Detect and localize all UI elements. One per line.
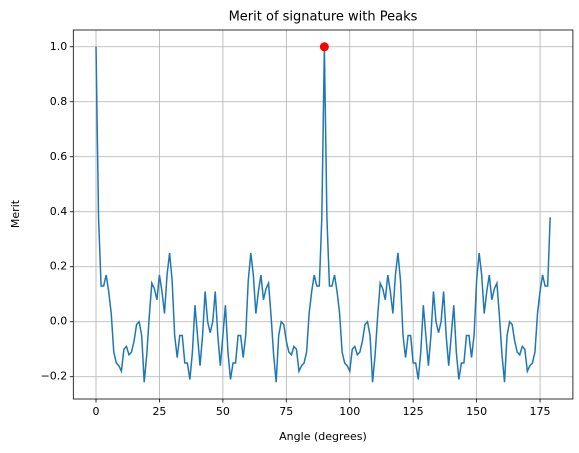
peak-marker — [319, 42, 329, 52]
x-tick-label: 75 — [279, 405, 293, 418]
y-tick-label: 0.0 — [50, 315, 68, 328]
y-tick-label: 0.8 — [50, 95, 68, 108]
y-tick-label: 0.6 — [50, 150, 68, 163]
x-tick-label: 125 — [403, 405, 424, 418]
x-tick-label: 100 — [339, 405, 360, 418]
line — [95, 46, 551, 383]
y-tick-label: 1.0 — [50, 40, 68, 53]
x-tick-label: 0 — [93, 405, 100, 418]
x-tick-label: 25 — [152, 405, 166, 418]
x-tick-label: 150 — [466, 405, 487, 418]
y-tick-label: 0.2 — [50, 260, 68, 273]
x-axis-label: Angle (degrees) — [279, 430, 367, 443]
x-tick-label: 50 — [216, 405, 230, 418]
y-tick-label: 0.4 — [50, 205, 68, 218]
x-tick-label: 175 — [530, 405, 551, 418]
plot-frame — [72, 29, 574, 400]
y-tick-label: −0.2 — [41, 370, 68, 383]
y-axis-label: Merit — [9, 199, 22, 228]
chart-title: Merit of signature with Peaks — [229, 10, 418, 25]
